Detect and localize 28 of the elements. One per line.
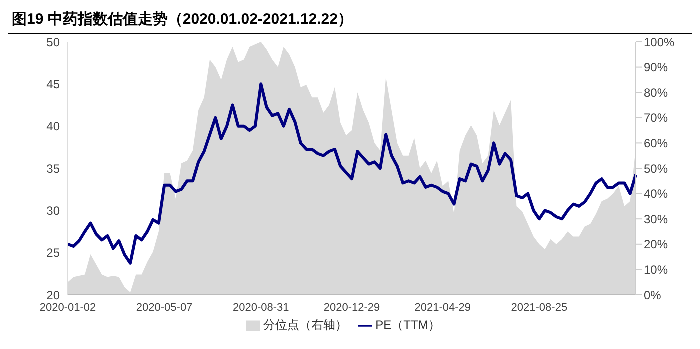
y-tick-label: 30	[46, 204, 60, 218]
y2-tick-label: 20%	[644, 238, 668, 252]
y2-tick-label: 40%	[644, 187, 668, 202]
legend-label: 分位点（右轴）	[264, 318, 348, 332]
x-tick-label: 2020-08-31	[232, 302, 290, 314]
x-tick-label: 2021-08-25	[511, 302, 568, 314]
y2-tick-label: 100%	[644, 35, 676, 50]
y-tick-label: 40	[46, 120, 60, 134]
y2-tick-label: 0%	[644, 288, 662, 302]
y2-tick-label: 80%	[644, 86, 668, 100]
y-tick-label: 45	[46, 77, 60, 92]
y2-tick-label: 30%	[644, 212, 668, 226]
chart-title: 图19 中药指数估值走势（2020.01.02-2021.12.22）	[8, 8, 692, 34]
y-tick-label: 20	[46, 288, 60, 302]
y-tick-label: 50	[46, 35, 60, 50]
y2-tick-label: 60%	[644, 136, 668, 150]
x-tick-label: 2020-01-02	[40, 302, 96, 314]
y2-tick-label: 90%	[644, 60, 668, 75]
x-tick-label: 2020-05-07	[136, 302, 193, 314]
y2-tick-label: 50%	[644, 162, 668, 176]
line-series	[66, 82, 638, 265]
y2-tick-label: 10%	[644, 262, 668, 277]
legend-label: PE（TTM）	[376, 318, 440, 332]
x-tick-label: 2020-12-29	[324, 302, 380, 314]
y-tick-label: 35	[46, 162, 60, 176]
y2-tick-label: 70%	[644, 111, 668, 126]
x-tick-label: 2021-04-29	[414, 302, 472, 314]
y-tick-label: 25	[46, 246, 60, 260]
